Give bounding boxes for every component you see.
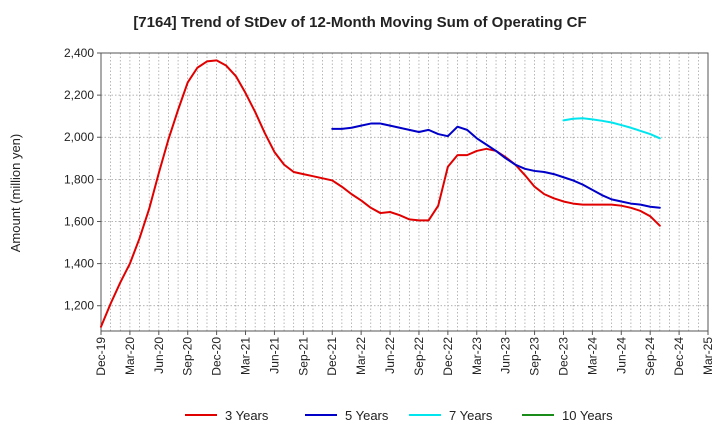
x-tick-label: Mar-21 xyxy=(239,337,253,375)
legend: 3 Years 5 Years 7 Years 10 Years xyxy=(185,408,613,423)
plot-background xyxy=(101,53,708,331)
legend-label: 3 Years xyxy=(225,408,269,423)
x-tick-label: Mar-23 xyxy=(470,337,484,375)
x-tick-label: Mar-20 xyxy=(123,337,137,375)
x-tick-label: Sep-20 xyxy=(181,337,195,376)
chart-title: [7164] Trend of StDev of 12-Month Moving… xyxy=(133,14,586,31)
x-tick-label: Jun-22 xyxy=(383,337,397,374)
legend-label: 5 Years xyxy=(345,408,389,423)
x-tick-label: Mar-24 xyxy=(585,337,599,375)
x-tick-label: Mar-22 xyxy=(354,337,368,375)
x-tick-label: Sep-23 xyxy=(528,337,542,376)
x-tick-label: Dec-24 xyxy=(672,337,686,376)
grid-layer xyxy=(100,52,709,331)
x-tick-label: Jun-21 xyxy=(267,337,281,374)
y-tick-label: 2,000 xyxy=(64,130,94,144)
y-tick-label: 2,400 xyxy=(64,46,94,60)
x-tick-label: Dec-19 xyxy=(94,337,108,376)
plot-frame xyxy=(100,52,709,332)
y-tick-label: 1,800 xyxy=(64,172,94,186)
legend-label: 7 Years xyxy=(449,408,493,423)
x-tick-label: Jun-24 xyxy=(614,337,628,374)
x-tick-label: Dec-22 xyxy=(441,337,455,376)
y-axis-label: Amount (million yen) xyxy=(8,134,23,253)
x-tick-label: Jun-20 xyxy=(152,337,166,374)
x-tick-label: Dec-23 xyxy=(556,337,570,376)
y-tick-label: 1,400 xyxy=(64,257,94,271)
x-tick-label: Jun-23 xyxy=(499,337,513,374)
series-line-5-years xyxy=(331,122,661,209)
y-tick-label: 1,200 xyxy=(64,299,94,313)
y-tick-label: 2,200 xyxy=(64,88,94,102)
y-tick-label: 1,600 xyxy=(64,214,94,228)
series-line-3-years xyxy=(100,59,661,328)
series-layer xyxy=(100,59,661,328)
axes-layer: 1,200 1,400 1,600 1,800 2,000 2,200 2,400 Dec-1… xyxy=(64,46,715,376)
x-tick-label: Sep-21 xyxy=(296,337,310,376)
x-tick-label: Mar-25 xyxy=(701,337,715,375)
x-tick-label: Sep-24 xyxy=(643,337,657,376)
x-tick-label: Dec-20 xyxy=(210,337,224,376)
legend-label: 10 Years xyxy=(562,408,613,423)
x-tick-label: Dec-21 xyxy=(325,337,339,376)
x-tick-label: Sep-22 xyxy=(412,337,426,376)
series-line-7-years xyxy=(562,117,661,140)
